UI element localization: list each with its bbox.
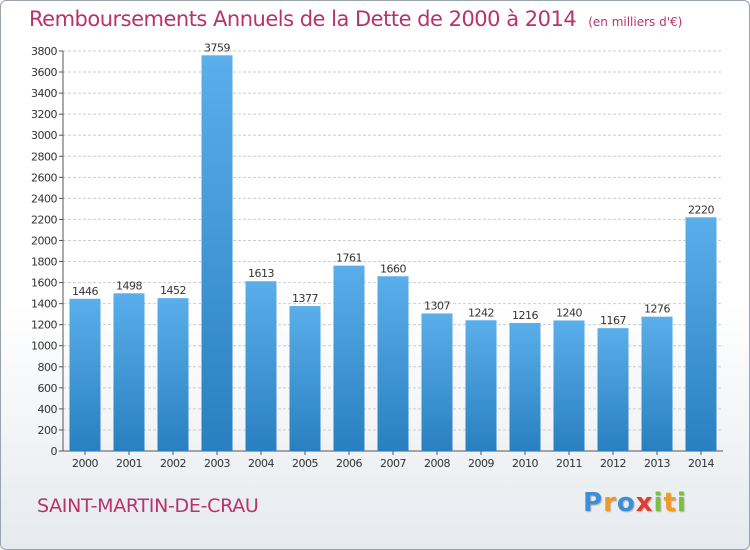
data-label: 1307 — [424, 299, 450, 312]
data-label: 1242 — [468, 306, 494, 319]
data-label: 1660 — [380, 262, 406, 275]
y-tick-label: 1000 — [31, 340, 57, 353]
y-tick-label: 2200 — [31, 213, 57, 226]
chart-title-text: Remboursements Annuels de la Dette de 20… — [29, 7, 577, 31]
y-tick-label: 3200 — [31, 108, 57, 121]
bar — [201, 55, 233, 451]
logo-letter: r — [603, 488, 617, 518]
y-tick-label: 1600 — [31, 277, 57, 290]
data-label: 1167 — [600, 314, 626, 327]
y-tick-label: 3400 — [31, 87, 57, 100]
x-tick-label: 2010 — [512, 457, 538, 470]
data-label: 1240 — [556, 306, 582, 319]
x-tick-label: 2013 — [644, 457, 670, 470]
x-tick-label: 2012 — [600, 457, 626, 470]
bar — [465, 320, 497, 451]
data-label: 1377 — [292, 292, 318, 305]
y-tick-label: 2800 — [31, 150, 57, 163]
proxiti-logo: Proxiti — [583, 488, 687, 518]
x-tick-label: 2002 — [160, 457, 186, 470]
data-label: 1276 — [644, 303, 670, 316]
data-label: 1761 — [336, 252, 362, 265]
y-tick-label: 1800 — [31, 256, 57, 269]
logo-letter: t — [663, 488, 677, 518]
x-tick-label: 2007 — [380, 457, 406, 470]
y-tick-label: 400 — [38, 403, 58, 416]
x-tick-label: 2005 — [292, 457, 318, 470]
x-tick-label: 2001 — [116, 457, 142, 470]
y-tick-label: 2600 — [31, 171, 57, 184]
bar — [69, 298, 101, 451]
chart-title: Remboursements Annuels de la Dette de 20… — [29, 7, 682, 31]
x-tick-label: 2006 — [336, 457, 362, 470]
x-tick-label: 2014 — [688, 457, 714, 470]
x-tick-label: 2011 — [556, 457, 582, 470]
bar — [377, 276, 409, 451]
x-tick-label: 2009 — [468, 457, 494, 470]
chart-subtitle: (en milliers d'€) — [588, 15, 683, 29]
bar — [333, 265, 365, 451]
y-tick-label: 2000 — [31, 234, 57, 247]
data-label: 1613 — [248, 267, 274, 280]
x-tick-label: 2000 — [72, 457, 98, 470]
bar — [245, 281, 277, 451]
bar — [113, 293, 145, 451]
data-label: 1216 — [512, 309, 538, 322]
y-tick-label: 200 — [38, 424, 58, 437]
logo-letter: P — [583, 488, 604, 518]
data-label: 1498 — [116, 279, 142, 292]
x-tick-label: 2004 — [248, 457, 274, 470]
y-tick-label: 3800 — [31, 45, 57, 58]
y-tick-label: 800 — [38, 361, 58, 374]
data-label: 3759 — [204, 41, 230, 54]
data-label: 2220 — [688, 203, 714, 216]
bar — [553, 320, 585, 451]
bar — [685, 217, 717, 451]
y-tick-label: 3000 — [31, 129, 57, 142]
bar — [157, 298, 189, 451]
data-label: 1452 — [160, 284, 186, 297]
y-tick-label: 600 — [38, 382, 58, 395]
data-label: 1446 — [72, 285, 98, 298]
bar — [597, 328, 629, 451]
commune-name: SAINT-MARTIN-DE-CRAU — [37, 495, 259, 517]
logo-letter: i — [676, 488, 687, 518]
y-tick-label: 2400 — [31, 192, 57, 205]
logo-letter: x — [635, 488, 654, 518]
y-tick-label: 0 — [51, 445, 58, 458]
x-tick-label: 2003 — [204, 457, 230, 470]
bar — [509, 323, 541, 451]
bar — [641, 316, 673, 451]
y-tick-label: 1400 — [31, 298, 57, 311]
logo-letter: i — [653, 488, 664, 518]
bar — [421, 313, 453, 451]
x-tick-label: 2008 — [424, 457, 450, 470]
y-tick-label: 1200 — [31, 319, 57, 332]
logo-letter: o — [616, 488, 636, 518]
bar — [289, 306, 321, 451]
y-tick-label: 3600 — [31, 66, 57, 79]
